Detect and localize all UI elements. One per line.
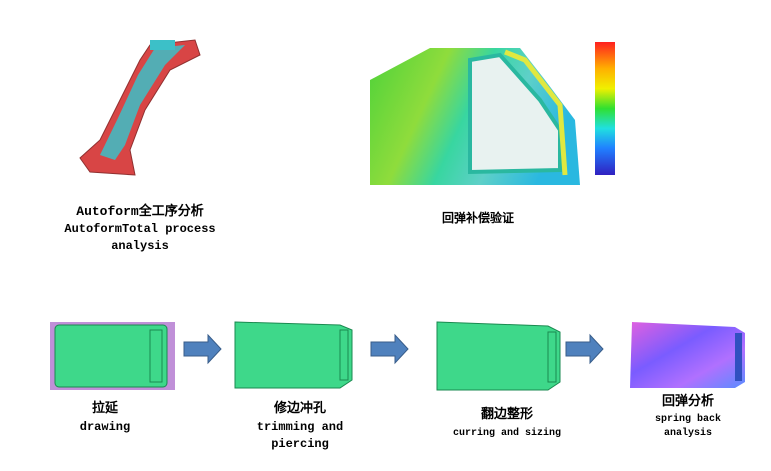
contour-map-image: [370, 42, 615, 185]
caption-autoform: Autoform全工序分析 AutoformTotal process anal…: [64, 203, 215, 253]
caption-line: analysis: [111, 239, 169, 253]
step-label: spring back: [655, 413, 721, 425]
step-label: trimming and: [257, 420, 343, 434]
step-label: drawing: [80, 420, 130, 434]
step-label: piercing: [271, 437, 329, 451]
caption-springback: 回弹补偿验证: [442, 210, 514, 226]
step-title: 拉延: [92, 400, 119, 416]
panel-drawing: [50, 322, 175, 390]
arrow: [183, 333, 222, 365]
step-title: 翻边整形: [481, 406, 533, 422]
a-pillar-image: [79, 39, 201, 176]
panel-flanging: [436, 321, 561, 391]
panel-springback: [630, 322, 745, 388]
step-label: curring and sizing: [453, 427, 561, 439]
arrow: [370, 333, 409, 365]
step-labels: 拉延 drawing 修边冲孔 trimming and piercing 翻边…: [80, 393, 721, 451]
arrow: [565, 333, 604, 365]
panel-trimming: [234, 321, 353, 389]
caption-line: Autoform全工序分析: [76, 203, 203, 219]
step-title: 修边冲孔: [273, 400, 326, 416]
caption-line: AutoformTotal process: [64, 222, 215, 236]
step-title: 回弹分析: [662, 393, 714, 409]
step-label: analysis: [664, 427, 712, 439]
